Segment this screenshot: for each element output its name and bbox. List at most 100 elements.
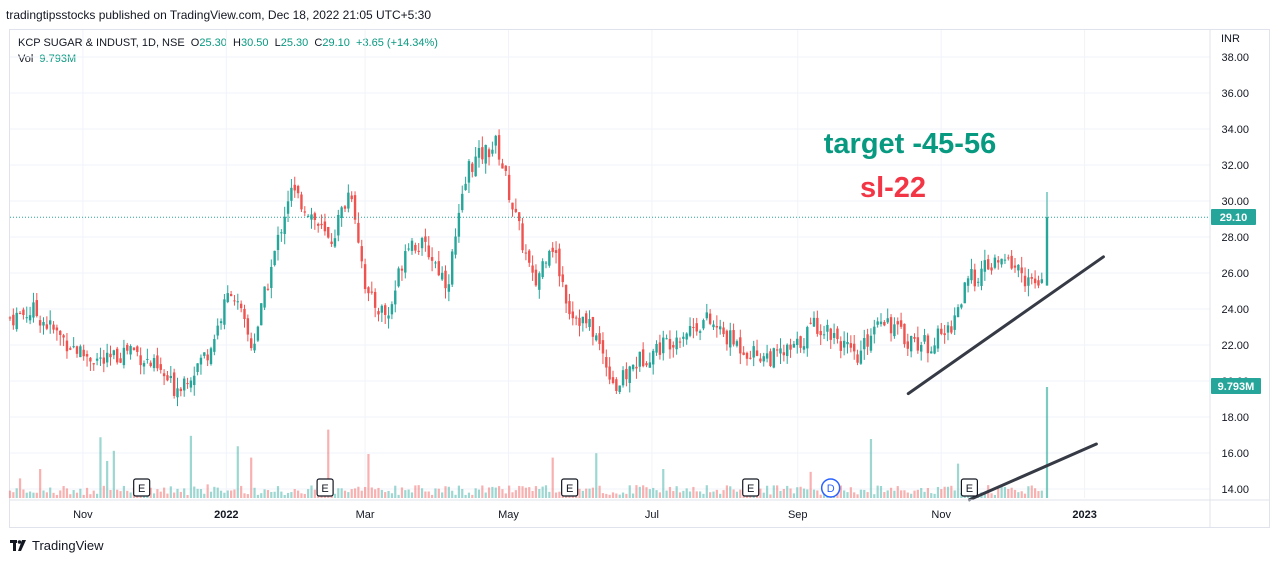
candle-body [933, 345, 936, 354]
volume-bar [394, 485, 397, 498]
volume-bar [226, 490, 229, 498]
volume-bar [337, 488, 340, 498]
candle-body [474, 156, 477, 177]
volume-bar [122, 485, 125, 498]
candle-body [521, 223, 524, 251]
candle-body [179, 388, 183, 392]
candle-body [55, 327, 59, 331]
candle-body [1013, 265, 1017, 268]
candle-body [481, 147, 484, 160]
symbol-name[interactable]: KCP SUGAR & INDUST, 1D, NSE [18, 37, 185, 49]
volume-bar [889, 487, 893, 498]
trendlines [906, 255, 1105, 502]
volume-bar [32, 492, 35, 498]
candle-body [873, 326, 876, 335]
volume-bar [799, 486, 802, 498]
volume-bar [846, 492, 849, 498]
volume-bar [638, 486, 641, 498]
candle-body [675, 337, 678, 350]
volume-bar [789, 488, 792, 498]
volume-bar [729, 486, 732, 498]
volume-bar [303, 493, 306, 498]
volume-bar [618, 494, 621, 498]
y-tick-label: 32.00 [1221, 160, 1249, 172]
volume-bar [772, 485, 775, 498]
candle-body [688, 326, 692, 336]
candle-body [976, 281, 980, 283]
volume-bar [688, 491, 692, 498]
candle-body [585, 313, 588, 324]
candle-body [1040, 279, 1043, 283]
dividend-marker[interactable]: D [820, 478, 841, 498]
candle-body [199, 357, 203, 365]
volume-bar [102, 485, 105, 498]
volume-bar [270, 491, 273, 498]
candle-body [256, 326, 260, 341]
volume-bar [464, 494, 467, 498]
volume-bar [390, 493, 393, 498]
candle-body [471, 163, 474, 172]
volume-bar [52, 492, 55, 498]
volume-bar [92, 490, 95, 498]
volume-bar [950, 485, 953, 498]
volume-bar [333, 493, 337, 498]
volume-bar [843, 490, 846, 498]
volume-bar [256, 494, 259, 498]
candle-body [1000, 258, 1003, 265]
volume-bar [997, 486, 1000, 498]
y-tick-label: 24.00 [1221, 304, 1249, 316]
volume-bar [943, 486, 946, 498]
volume-bar [276, 486, 280, 498]
candle-body [997, 260, 1000, 263]
volume-bar [511, 492, 514, 498]
volume-label[interactable]: Vol [18, 53, 34, 65]
volume-bar [404, 490, 407, 498]
earnings-marker[interactable]: E [316, 478, 334, 497]
y-tick-label: 14.00 [1221, 484, 1249, 496]
footer-brand[interactable]: TradingView [10, 538, 104, 553]
candle-body [330, 241, 333, 244]
candle-body [464, 183, 467, 191]
volume-bar [869, 438, 873, 498]
earnings-marker[interactable]: E [133, 478, 151, 497]
volume-bar [940, 489, 943, 498]
svg-text:E: E [566, 483, 573, 495]
candle-body [735, 341, 739, 346]
candle-body [595, 335, 598, 341]
candle-body [32, 302, 35, 318]
earnings-marker[interactable]: E [960, 478, 979, 497]
volume-bar [615, 493, 618, 498]
candle-body [105, 352, 109, 363]
earnings-marker[interactable]: E [742, 478, 760, 497]
volume-bar [186, 494, 189, 498]
volume-bar [196, 488, 199, 498]
volume-bar [183, 488, 186, 498]
volume-bar [377, 487, 380, 498]
volume-bar [441, 492, 444, 498]
candle-body [189, 380, 193, 388]
candle-body [25, 317, 28, 319]
volume-bar [856, 494, 859, 498]
volume-bar [705, 485, 708, 498]
candle-body [588, 318, 591, 328]
y-tick-label: 38.00 [1221, 52, 1249, 64]
candles [8, 129, 1049, 407]
volume-bar [347, 492, 350, 498]
candle-body [136, 346, 139, 352]
volume-bar [504, 493, 507, 498]
volume-bar [223, 492, 226, 498]
candle-body [896, 321, 899, 325]
candle-body [343, 206, 347, 209]
candle-body [166, 375, 169, 381]
candle-body [152, 358, 156, 369]
volume-bar [149, 487, 152, 498]
earnings-marker[interactable]: E [561, 478, 579, 497]
volume-bar [457, 485, 460, 498]
volume-bar [152, 493, 156, 498]
candle-body [950, 326, 953, 333]
volume-bar [437, 488, 440, 498]
candle-body [752, 346, 755, 358]
volume-bar [926, 487, 929, 498]
candle-body [564, 284, 568, 304]
